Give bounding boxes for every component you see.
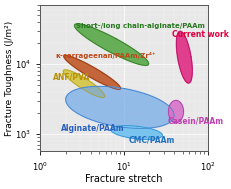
Polygon shape <box>74 24 149 65</box>
Polygon shape <box>64 56 121 89</box>
Text: Short-/long chain-alginate/PAAm: Short-/long chain-alginate/PAAm <box>76 23 204 29</box>
Polygon shape <box>66 86 174 129</box>
Text: Current work: Current work <box>172 30 229 39</box>
Text: CMC/PAAm: CMC/PAAm <box>128 136 175 145</box>
Polygon shape <box>111 125 162 139</box>
Polygon shape <box>168 100 183 123</box>
X-axis label: Fracture stretch: Fracture stretch <box>85 174 163 184</box>
Polygon shape <box>176 31 192 83</box>
Text: Alginate/PAAm: Alginate/PAAm <box>61 124 125 133</box>
Y-axis label: Fracture Toughness (J/m²): Fracture Toughness (J/m²) <box>5 20 14 136</box>
Text: κ-carrageenan/PAAm/Zr⁴⁺: κ-carrageenan/PAAm/Zr⁴⁺ <box>55 52 156 59</box>
Text: ANF/PVA: ANF/PVA <box>53 72 90 81</box>
Text: Casein/PAAm: Casein/PAAm <box>168 117 224 126</box>
Polygon shape <box>63 70 105 98</box>
